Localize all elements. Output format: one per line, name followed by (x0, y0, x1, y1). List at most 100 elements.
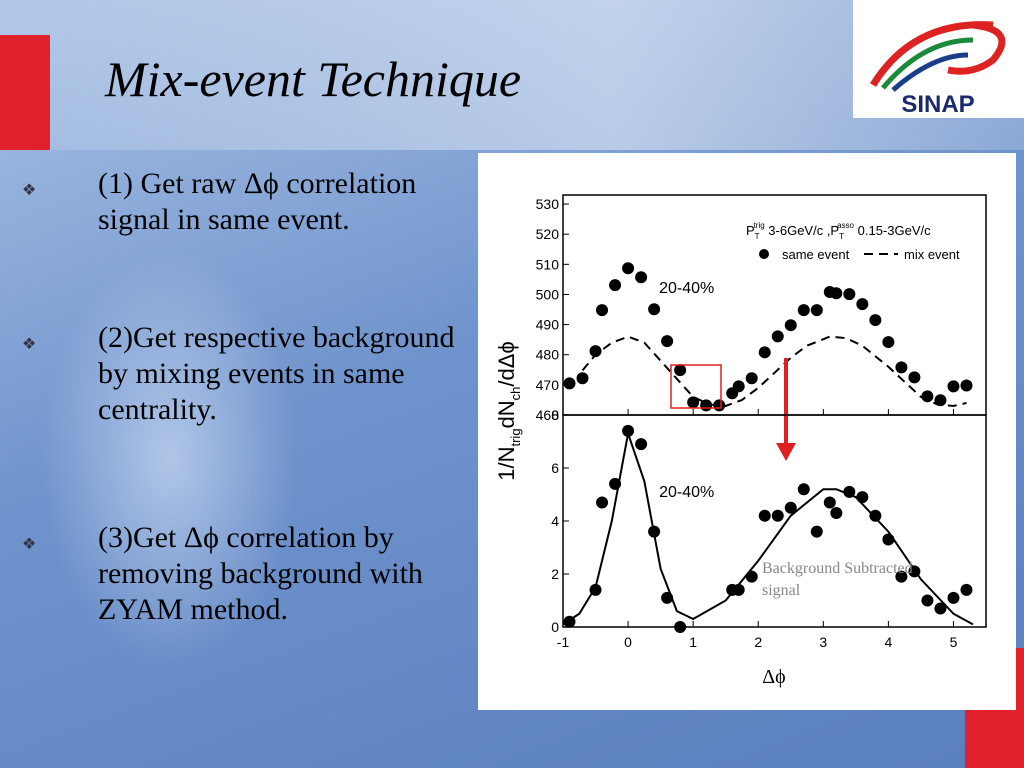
y-tick-label: 500 (536, 286, 560, 302)
data-point (771, 330, 784, 343)
red-bar (0, 35, 50, 150)
bullet-marker: ❖ (22, 336, 37, 353)
data-point (648, 303, 661, 316)
y-axis-label: 1/NtrigdNch/dΔϕ (494, 341, 523, 481)
data-point (563, 377, 576, 390)
x-tick-label: 3 (819, 634, 827, 650)
x-tick-label: 4 (884, 634, 892, 650)
figure-shadow (40, 250, 300, 670)
y-tick-label: 530 (536, 196, 560, 212)
data-point (810, 304, 823, 317)
logo-box: SINAP (853, 0, 1024, 118)
data-point (947, 380, 960, 393)
data-point (856, 298, 869, 311)
x-tick-label: 5 (950, 634, 958, 650)
legend-title-part: 3-6GeV/c ,P (765, 223, 839, 238)
data-point (745, 372, 758, 385)
legend-label: mix event (904, 247, 960, 262)
logo: SINAP (870, 21, 1006, 118)
legend-title: PTtrig 3-6GeV/c ,PTasso 0.15-3GeV/c (746, 221, 931, 241)
y-tick-label: 480 (536, 347, 560, 363)
data-point (921, 594, 934, 607)
legend-label: same event (782, 247, 850, 262)
data-point (882, 533, 895, 546)
y-axis-label-part: dN (494, 400, 519, 428)
data-point (882, 336, 895, 349)
y-tick-label: 4 (551, 513, 559, 529)
x-tick-label: -1 (557, 634, 570, 650)
data-point (732, 380, 745, 393)
legend-title-part: P (746, 223, 755, 238)
bullet-marker: ❖ (22, 536, 37, 553)
y-axis-label-part: ch (508, 387, 523, 401)
legend-marker (759, 249, 769, 259)
y-tick-label: 510 (536, 256, 560, 272)
data-point (784, 319, 797, 332)
y-tick-label: 6 (551, 460, 559, 476)
data-point (895, 361, 908, 374)
data-point (823, 496, 836, 509)
annotation: 20-40% (659, 484, 714, 501)
data-point (934, 394, 947, 407)
data-point (576, 372, 589, 385)
data-point (960, 379, 973, 392)
annotation: 20-40% (659, 280, 714, 297)
y-tick-label: 8 (551, 407, 559, 423)
data-point (596, 496, 609, 509)
data-point (674, 364, 687, 377)
curve (562, 429, 974, 626)
bullet: (1) Get raw Δϕ correlation signal in sam… (98, 167, 417, 236)
data-point (830, 507, 843, 520)
y-tick-label: 470 (536, 377, 560, 393)
highlight-box (670, 364, 722, 409)
legend-title-part: 0.15-3GeV/c (854, 223, 931, 238)
note: Background Subtracted signal (762, 560, 917, 599)
y-axis-label-part: /dΔϕ (494, 341, 519, 386)
slide-title: Mix-event Technique (105, 51, 522, 107)
y-tick-label: 490 (536, 317, 560, 333)
data-point (797, 483, 810, 496)
data-point (674, 621, 687, 633)
x-tick-label: 2 (754, 634, 762, 650)
data-point (758, 509, 771, 522)
logo-text: SINAP (901, 91, 974, 118)
data-point (908, 371, 921, 384)
data-point (596, 304, 609, 317)
data-point (960, 583, 973, 596)
curve (581, 335, 967, 407)
data-point (934, 602, 947, 615)
legend-title-part: asso (837, 221, 854, 230)
y-axis-label-part: 1/N (494, 447, 519, 481)
bullet-marker: ❖ (22, 182, 37, 199)
data-point (661, 335, 674, 348)
data-point (810, 525, 823, 538)
data-point (869, 509, 882, 522)
legend-title-part: T (839, 232, 844, 241)
data-point (589, 345, 602, 358)
x-tick-label: 0 (624, 634, 632, 650)
data-point (830, 287, 843, 300)
data-point (843, 288, 856, 301)
x-axis-label: Δϕ (762, 666, 785, 688)
x-tick-label: 1 (689, 634, 697, 650)
data-point (622, 262, 635, 275)
y-tick-label: 460 (536, 407, 560, 423)
data-point (635, 438, 648, 451)
data-point (869, 314, 882, 327)
y-axis-label-part: trig (508, 428, 523, 446)
data-point (758, 346, 771, 359)
data-point (856, 491, 869, 504)
bullet: (2)Get respective background by mixing e… (98, 321, 455, 426)
data-point (635, 271, 648, 284)
legend-title-part: T (755, 232, 760, 241)
y-tick-label: 520 (536, 226, 560, 242)
data-point (895, 570, 908, 583)
data-point (947, 591, 960, 604)
data-point (771, 509, 784, 522)
data-point (797, 304, 810, 317)
y-tick-label: 2 (551, 566, 559, 582)
legend-title-part: trig (754, 221, 765, 230)
y-tick-label: 0 (551, 619, 559, 635)
